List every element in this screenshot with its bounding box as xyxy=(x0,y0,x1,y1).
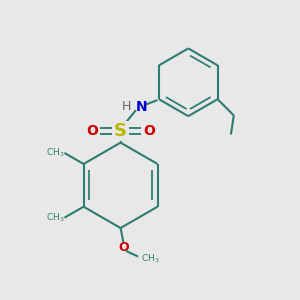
Text: CH$_3$: CH$_3$ xyxy=(46,212,64,224)
Text: CH$_3$: CH$_3$ xyxy=(141,253,160,265)
Text: O: O xyxy=(86,124,98,138)
Text: H: H xyxy=(122,100,131,113)
Text: S: S xyxy=(114,122,127,140)
Text: O: O xyxy=(143,124,155,138)
Text: N: N xyxy=(135,100,147,114)
Text: O: O xyxy=(118,241,129,254)
Text: CH$_3$: CH$_3$ xyxy=(46,147,64,159)
